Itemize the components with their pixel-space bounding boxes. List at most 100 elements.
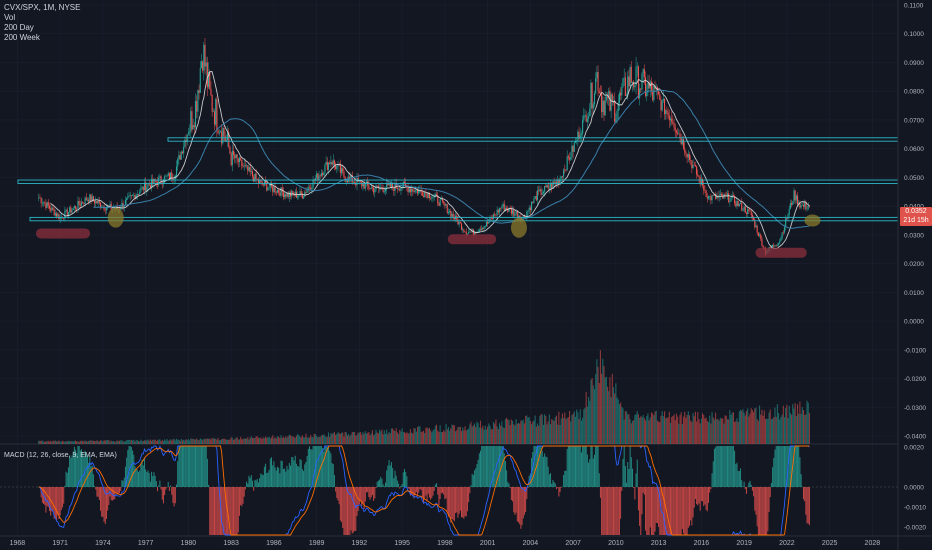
volume-bar: [787, 418, 789, 444]
volume-bar: [338, 433, 340, 444]
volume-bar: [56, 441, 58, 444]
volume-bar: [654, 411, 656, 444]
candle: [322, 172, 324, 176]
macd-histogram-bar: [388, 460, 390, 487]
candle: [583, 115, 585, 121]
volume-bar: [763, 410, 765, 444]
support-zone-marker: [447, 234, 497, 245]
volume-bar: [799, 401, 801, 444]
volume-bar: [724, 415, 726, 444]
macd-histogram-bar: [718, 446, 720, 487]
volume-bar: [666, 417, 668, 444]
macd-histogram-bar: [755, 487, 757, 515]
volume-bar: [66, 441, 68, 444]
volume-bar: [561, 413, 563, 444]
volume-bar: [753, 412, 755, 444]
macd-histogram-bar: [263, 466, 265, 487]
macd-histogram-bar: [407, 487, 409, 489]
candle: [56, 213, 58, 217]
candle: [770, 247, 772, 249]
macd-histogram-bar: [737, 470, 739, 487]
macd-histogram-bar: [564, 470, 566, 487]
macd-histogram-bar: [405, 471, 407, 487]
macd-histogram-bar: [451, 487, 453, 519]
volume-bar: [456, 430, 458, 444]
y-tick-label: 0.0500: [904, 175, 924, 182]
macd-histogram-bar: [92, 474, 94, 487]
macd-histogram-bar: [191, 446, 193, 487]
volume-bar: [431, 432, 433, 444]
macd-histogram-bar: [214, 487, 216, 535]
indicator-200-day[interactable]: 200 Day: [4, 23, 34, 32]
candle: [282, 192, 284, 198]
volume-bar: [478, 427, 480, 444]
volume-bar: [554, 416, 556, 444]
candle: [642, 69, 644, 74]
macd-histogram-bar: [778, 446, 780, 487]
candle: [728, 193, 730, 202]
y-tick-label: 0.0700: [904, 117, 924, 124]
candle: [502, 203, 504, 207]
macd-histogram-bar: [395, 475, 397, 487]
volume-bar: [301, 435, 303, 444]
macd-histogram-bar: [578, 446, 580, 487]
macd-legend[interactable]: MACD (12, 26, close, 9, EMA, EMA): [4, 452, 117, 459]
macd-histogram-bar: [218, 487, 220, 535]
candle: [463, 229, 465, 232]
symbol-title[interactable]: CVX/SPX, 1M, NYSE: [4, 3, 81, 12]
x-axis[interactable]: 1968 1971 1974 1977 1980 1983 1986 1989 1992 1995…: [0, 535, 932, 547]
macd-histogram-bar: [200, 446, 202, 487]
volume-bar: [79, 440, 81, 444]
volume-bar: [674, 420, 676, 444]
macd-histogram-bar: [500, 446, 502, 487]
volume-bar: [633, 420, 635, 444]
macd-histogram-bar: [463, 487, 465, 519]
volume-bar: [541, 414, 543, 444]
volume-bar: [459, 426, 461, 444]
indicator-vol[interactable]: Vol: [4, 13, 16, 22]
macd-histogram-bar: [496, 446, 498, 487]
indicator-200-week[interactable]: 200 Week: [4, 33, 40, 42]
macd-histogram-bar: [609, 487, 611, 535]
volume-bar: [357, 432, 359, 444]
y-tick-label: -0.0100: [904, 347, 926, 354]
macd-histogram-bar: [717, 446, 719, 487]
volume-bar: [503, 428, 505, 444]
macd-histogram-bar: [373, 487, 375, 501]
macd-histogram-bar: [715, 447, 717, 487]
volume-bar: [250, 436, 252, 444]
volume-bar: [89, 440, 91, 444]
macd-histogram-bar: [436, 483, 438, 487]
candle: [732, 195, 734, 197]
candle: [599, 93, 601, 94]
candle: [58, 214, 60, 220]
macd-histogram-bar: [72, 451, 74, 487]
macd-histogram-bar: [336, 487, 338, 499]
macd-histogram-bar: [323, 451, 325, 487]
macd-histogram-bar: [799, 457, 801, 487]
volume-bar: [130, 440, 132, 444]
volume-bar: [235, 437, 237, 444]
macd-histogram-bar: [789, 446, 791, 487]
volume-bar: [300, 437, 302, 444]
macd-histogram-bar: [301, 469, 303, 487]
candle: [128, 195, 130, 197]
candle: [747, 209, 749, 214]
macd-histogram-bar: [335, 487, 337, 492]
macd-histogram-bar: [154, 475, 156, 487]
y-axis[interactable]: 0.11000.10000.09000.08000.07000.06000.05…: [897, 0, 926, 550]
volume-bar: [698, 419, 700, 444]
macd-histogram-bar: [129, 446, 131, 487]
candle: [42, 202, 45, 204]
macd-histogram-bar: [579, 446, 581, 487]
candle: [333, 160, 335, 165]
volume-bar: [232, 439, 235, 444]
macd-histogram-bar: [494, 446, 496, 487]
candle: [260, 180, 262, 182]
volume-bar: [793, 408, 795, 444]
volume-bar: [789, 413, 791, 444]
macd-histogram-bar: [529, 473, 531, 487]
volume-bar: [648, 420, 650, 444]
candle: [407, 187, 409, 193]
